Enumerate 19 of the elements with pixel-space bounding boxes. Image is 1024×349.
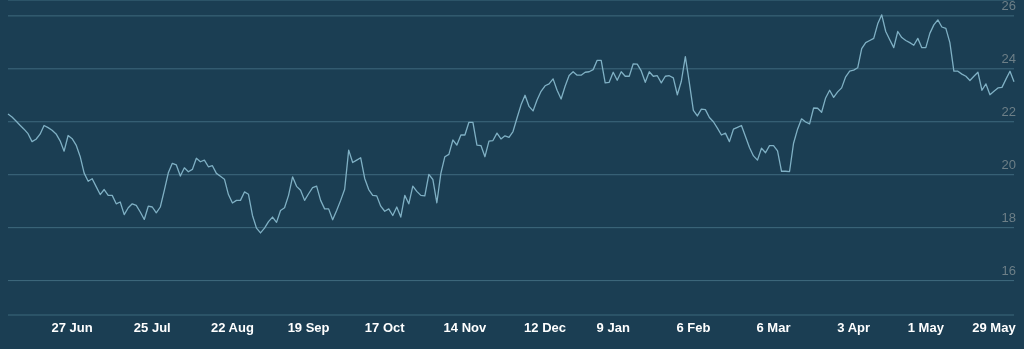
y-tick-label: 18 [1001,209,1016,225]
x-tick-label: 1 May [907,320,945,336]
x-tick-label: 14 Nov [443,320,487,336]
x-tick-label: 29 May [972,320,1017,336]
y-tick-label: 16 [1001,262,1016,278]
x-tick-label: 25 Jul [133,320,171,336]
x-tick-label: 22 Aug [211,320,254,336]
x-tick-label: 3 Apr [837,320,871,336]
x-tick-label: 6 Feb [676,320,711,336]
x-tick-label: 9 Jan [596,320,630,336]
x-tick-label: 17 Oct [364,320,406,336]
x-tick-label: 19 Sep [287,320,330,336]
x-tick-label: 27 Jun [51,320,93,336]
x-tick-label: 12 Dec [524,320,567,336]
y-tick-label: 24 [1001,50,1016,66]
x-tick-label: 6 Mar [756,320,791,336]
y-tick-label: 22 [1001,103,1016,119]
y-tick-label: 20 [1001,156,1016,172]
y-tick-label: 26 [1001,0,1016,13]
